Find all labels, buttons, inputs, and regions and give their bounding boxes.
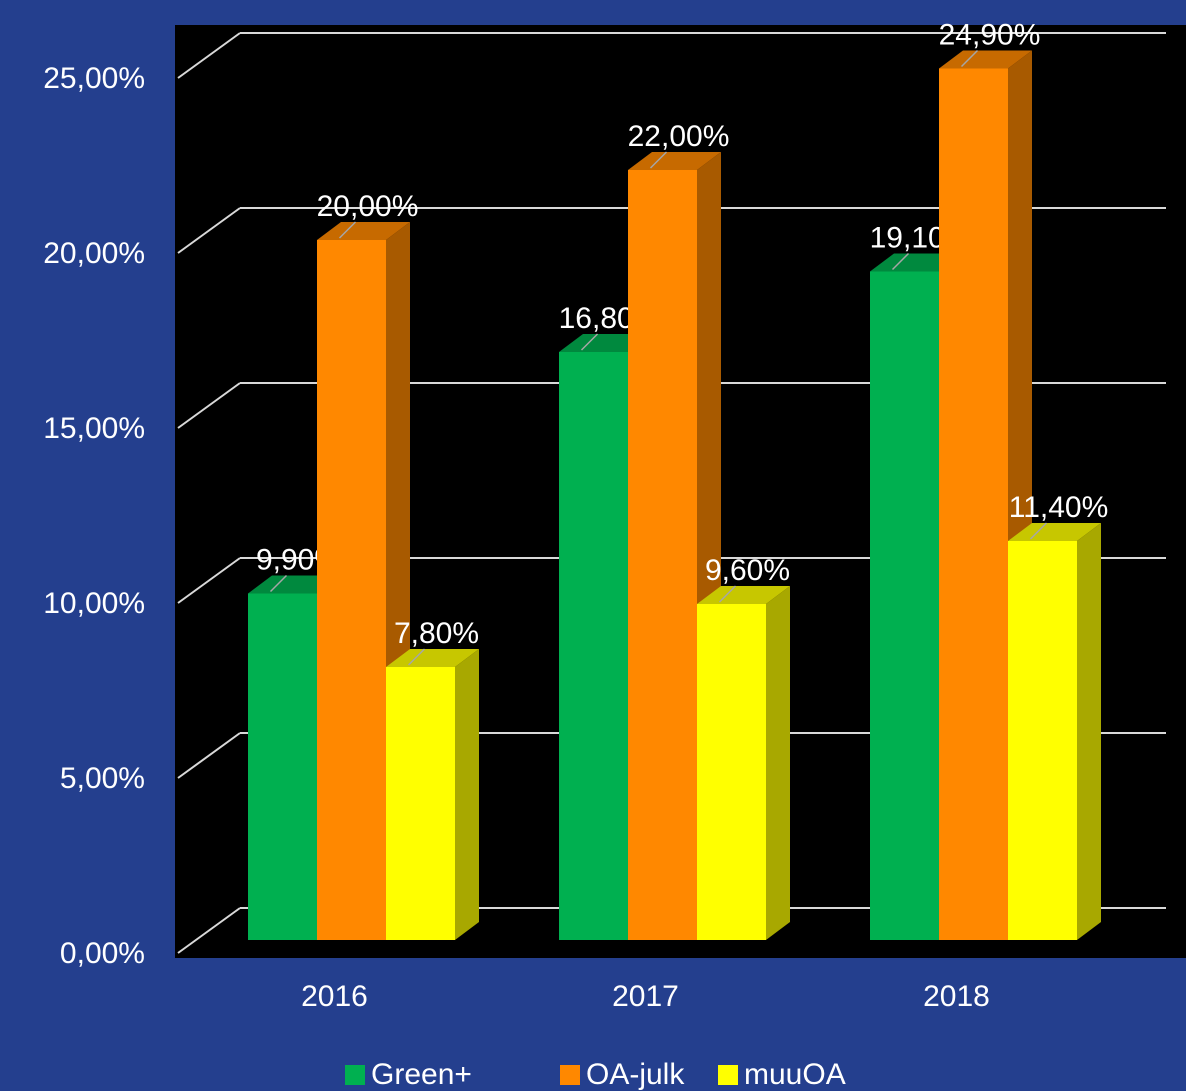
y-tick-label: 0,00% <box>60 937 145 970</box>
legend-label: muuOA <box>744 1058 846 1091</box>
label-leader <box>718 585 737 603</box>
bar-top <box>697 586 790 604</box>
label-leader <box>649 151 668 169</box>
label-leader <box>580 333 599 351</box>
grid-line-side <box>177 557 241 604</box>
y-tick-label: 5,00% <box>60 762 145 795</box>
x-tick-label: 2017 <box>612 980 679 1013</box>
grid-line-side <box>177 32 241 79</box>
value-label: 7,80% <box>394 617 479 650</box>
bar <box>870 271 939 940</box>
bar-top <box>1008 523 1101 541</box>
grid-line-side <box>177 907 241 954</box>
label-leader <box>960 49 979 68</box>
y-tick-label: 25,00% <box>43 62 145 95</box>
bar <box>697 604 766 940</box>
value-label: 11,40% <box>1009 491 1109 524</box>
value-label: 22,00% <box>628 120 730 153</box>
value-label: 9,60% <box>705 554 790 587</box>
bar <box>1008 541 1077 940</box>
y-tick-label: 20,00% <box>43 237 145 270</box>
bar <box>248 593 317 940</box>
y-tick-label: 15,00% <box>43 412 145 445</box>
grid-line-side <box>177 732 241 779</box>
label-leader <box>407 648 426 666</box>
bar-side <box>455 649 479 940</box>
bar <box>317 240 386 940</box>
x-tick-label: 2016 <box>301 980 368 1013</box>
legend-swatch <box>345 1065 365 1085</box>
x-tick-label: 2018 <box>923 980 990 1013</box>
label-leader <box>338 221 357 239</box>
grid-line-side <box>177 207 241 254</box>
value-label: 24,90% <box>939 18 1041 51</box>
bar-top <box>628 152 721 170</box>
value-label: 20,00% <box>317 190 419 223</box>
bar <box>628 170 697 940</box>
label-leader <box>269 574 288 593</box>
label-leader <box>891 252 910 271</box>
legend-label: Green+ <box>371 1058 472 1091</box>
legend-label: OA-julk <box>586 1058 685 1091</box>
label-leader <box>1029 522 1048 540</box>
bar-side <box>1077 523 1101 940</box>
bar <box>559 352 628 940</box>
legend-swatch <box>560 1065 580 1085</box>
bar-top <box>317 222 410 240</box>
bar-top <box>386 649 479 667</box>
bar <box>939 68 1008 940</box>
bar <box>386 667 455 940</box>
bar-side <box>766 586 790 940</box>
bar-top <box>939 50 1032 69</box>
y-tick-label: 10,00% <box>43 587 145 620</box>
grid-line-side <box>177 382 241 429</box>
legend-swatch <box>718 1065 738 1085</box>
